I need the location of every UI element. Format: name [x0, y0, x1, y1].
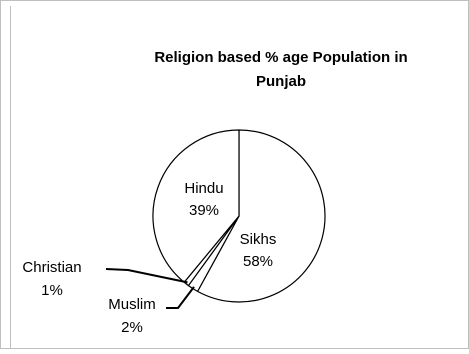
data-label-sikhs-name: Sikhs — [240, 231, 277, 248]
data-label-muslim-value: 2% — [121, 319, 143, 336]
pie-slice-hindu — [152, 129, 240, 283]
leader-line-christian — [105, 268, 188, 284]
data-label-christian-value: 1% — [41, 282, 63, 299]
pie-slice-sikhs — [196, 129, 326, 303]
data-label-muslim-name: Muslim — [108, 296, 156, 313]
data-label-sikhs-value: 58% — [243, 253, 273, 270]
chart-title-line-1: Religion based % age Population in — [154, 49, 407, 66]
data-label-hindu-value: 39% — [189, 202, 219, 219]
chart-title-line-2: Punjab — [256, 73, 306, 90]
data-label-hindu-name: Hindu — [184, 180, 223, 197]
leader-line-muslim — [166, 286, 195, 309]
data-label-christian-name: Christian — [22, 259, 81, 276]
leader-lines — [105, 268, 195, 309]
pie-slices — [152, 129, 326, 303]
